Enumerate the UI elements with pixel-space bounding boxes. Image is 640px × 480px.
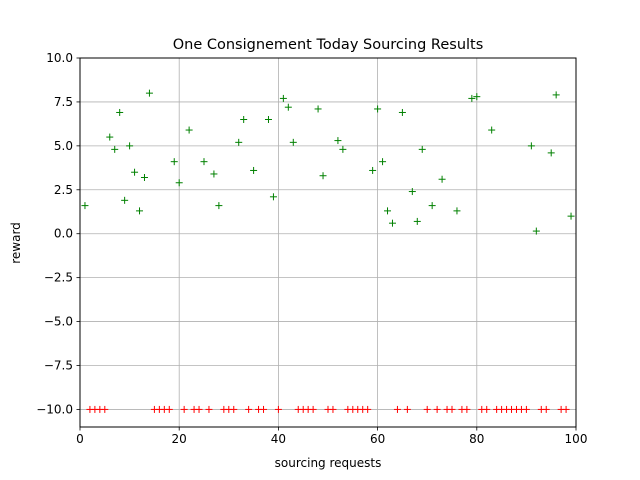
data-point — [279, 94, 287, 102]
data-point — [527, 142, 535, 150]
data-point — [413, 217, 421, 225]
data-point — [393, 405, 401, 413]
data-point — [215, 202, 223, 210]
data-point — [101, 405, 109, 413]
data-point — [374, 105, 382, 113]
data-point — [483, 405, 491, 413]
data-point — [111, 145, 119, 153]
data-point — [165, 405, 173, 413]
y-tick-label: −5.0 — [44, 315, 73, 329]
data-point — [364, 405, 372, 413]
y-tick-label: 2.5 — [54, 183, 73, 197]
data-point — [195, 405, 203, 413]
x-tick-label: 100 — [565, 432, 588, 446]
data-point — [240, 116, 248, 123]
data-point — [542, 405, 550, 413]
data-point — [379, 158, 387, 166]
data-point — [269, 193, 277, 201]
y-axis-ticks: −10.0 −7.5 −5.0 −2.5 0.0 2.5 5.0 7.5 10.0 — [36, 51, 80, 416]
data-point — [235, 138, 243, 146]
data-point — [339, 145, 347, 153]
y-axis-label: reward — [9, 222, 23, 264]
x-tick-label: 0 — [76, 432, 84, 446]
x-tick-label: 80 — [469, 432, 484, 446]
data-point — [463, 405, 471, 413]
data-point — [418, 145, 426, 153]
data-point — [289, 138, 297, 146]
data-point — [403, 405, 411, 413]
data-point — [428, 202, 436, 210]
data-point — [329, 405, 337, 413]
x-tick-label: 60 — [370, 432, 385, 446]
data-point — [136, 207, 144, 215]
data-point — [453, 207, 461, 215]
data-point — [210, 170, 218, 178]
data-point — [260, 405, 268, 413]
data-point — [334, 137, 342, 145]
data-point — [106, 133, 114, 141]
data-point — [562, 405, 570, 413]
plot-frame — [79, 57, 577, 428]
data-point — [552, 91, 560, 99]
data-point — [384, 207, 392, 215]
data-point — [145, 89, 153, 97]
y-tick-label: −7.5 — [44, 359, 73, 373]
data-point — [547, 149, 555, 157]
x-axis-label: sourcing requests — [275, 456, 382, 470]
y-tick-label: 5.0 — [54, 139, 73, 153]
data-point — [423, 405, 431, 413]
data-point — [468, 94, 476, 102]
data-point — [274, 405, 282, 413]
chart-title: One Consignement Today Sourcing Results — [173, 37, 484, 53]
y-tick-label: 7.5 — [54, 95, 73, 109]
data-point — [567, 212, 575, 220]
y-tick-label: −2.5 — [44, 271, 73, 285]
data-point — [170, 158, 178, 166]
data-point — [180, 405, 188, 413]
data-point — [448, 405, 456, 413]
data-point — [309, 405, 317, 413]
data-point — [185, 126, 193, 134]
data-point — [488, 126, 496, 134]
data-point — [473, 93, 481, 101]
data-point — [369, 166, 377, 174]
data-point — [116, 108, 124, 116]
x-tick-label: 40 — [271, 432, 286, 446]
data-point — [264, 116, 272, 123]
data-point — [81, 202, 89, 210]
data-point — [250, 166, 258, 174]
data-point — [126, 142, 134, 150]
data-point — [200, 158, 208, 166]
data-point — [205, 405, 213, 413]
data-point — [314, 105, 322, 113]
data-point — [408, 188, 416, 196]
y-tick-label: −10.0 — [36, 402, 73, 416]
data-points — [81, 89, 575, 413]
data-point — [319, 172, 327, 180]
data-point — [284, 103, 292, 111]
x-tick-label: 20 — [172, 432, 187, 446]
x-axis-ticks: 0 20 40 60 80 100 — [76, 427, 587, 446]
data-point — [433, 405, 441, 413]
data-point — [230, 405, 238, 413]
data-point — [522, 405, 530, 413]
data-point — [131, 168, 139, 176]
data-point — [121, 196, 129, 204]
data-point — [245, 405, 253, 413]
y-tick-label: 0.0 — [54, 227, 73, 241]
data-point — [388, 219, 396, 227]
data-point — [140, 173, 148, 181]
data-point — [398, 108, 406, 116]
data-point — [532, 227, 540, 235]
data-point — [175, 179, 183, 187]
y-tick-label: 10.0 — [46, 51, 73, 65]
data-point — [438, 175, 446, 183]
